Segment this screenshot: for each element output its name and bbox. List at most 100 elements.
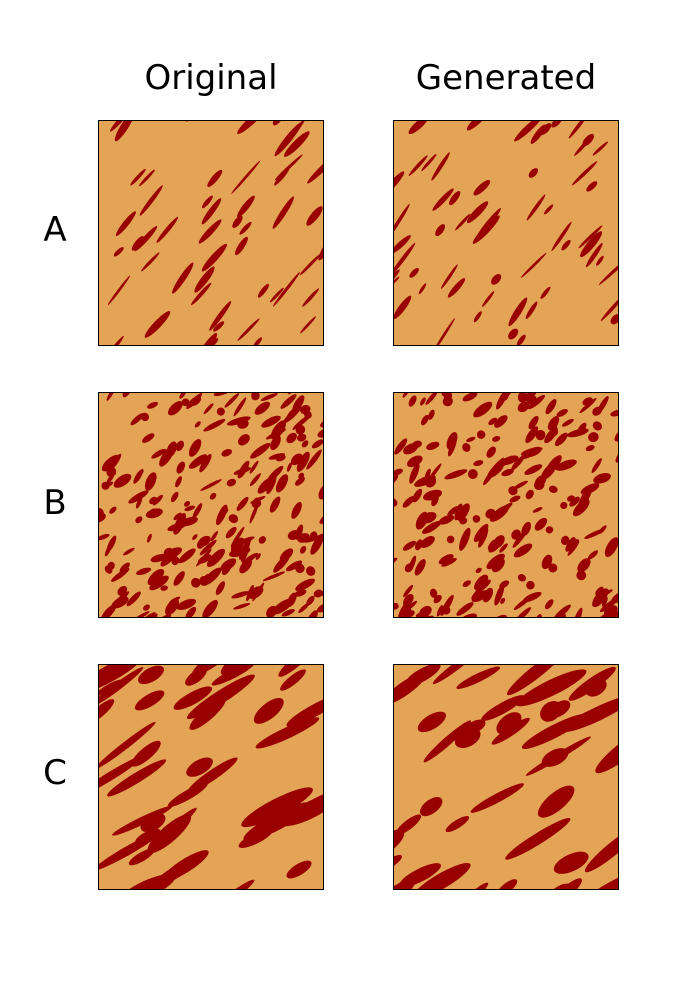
facies-streak xyxy=(162,850,209,882)
facies-streak xyxy=(159,576,166,583)
facies-streak xyxy=(491,717,530,745)
facies-streak xyxy=(186,757,213,777)
facies-streak xyxy=(286,462,292,472)
facies-streak xyxy=(525,301,538,320)
facies-streak xyxy=(152,494,163,506)
facies-streak xyxy=(582,397,593,406)
facies-streak xyxy=(560,535,570,545)
facies-streak xyxy=(528,415,539,430)
facies-streak xyxy=(520,252,547,279)
facies-streak xyxy=(394,672,427,706)
facies-streak xyxy=(525,426,539,444)
facies-streak xyxy=(176,461,186,474)
facies-streak xyxy=(269,287,284,303)
column-header-original: Original xyxy=(144,58,278,98)
facies-streak xyxy=(555,459,577,471)
facies-streak xyxy=(512,528,529,548)
facies-streak xyxy=(402,393,412,398)
facies-streak xyxy=(178,548,196,564)
facies-streak xyxy=(505,818,571,860)
facies-streak xyxy=(100,603,117,617)
row-label-a: A xyxy=(43,210,67,250)
facies-streak xyxy=(526,194,546,221)
facies-streak xyxy=(241,787,313,828)
facies-streak xyxy=(106,474,115,484)
facies-streak xyxy=(456,602,474,616)
facies-streak xyxy=(522,591,542,603)
facies-streak xyxy=(394,203,410,240)
facies-streak xyxy=(224,393,240,408)
facies-streak xyxy=(107,759,167,797)
facies-streak xyxy=(551,121,562,128)
facies-streak xyxy=(144,310,171,338)
facies-streak xyxy=(394,242,416,275)
facies-streak xyxy=(261,415,281,428)
facies-streak xyxy=(144,472,157,491)
facies-streak xyxy=(169,596,181,604)
facies-streak xyxy=(491,274,502,285)
facies-streak xyxy=(454,503,463,516)
facies-streak xyxy=(567,428,589,438)
facies-streak xyxy=(220,665,267,676)
facies-streak xyxy=(290,453,303,466)
facies-streak xyxy=(517,574,527,582)
facies-streak xyxy=(300,404,311,415)
facies-streak xyxy=(473,180,491,196)
facies-streak xyxy=(257,477,273,494)
facies-streak xyxy=(107,275,131,306)
facies-streak xyxy=(229,547,251,558)
facies-streak xyxy=(525,393,539,402)
column-header-generated: Generated xyxy=(415,58,597,98)
facies-streak xyxy=(610,409,618,417)
facies-streak xyxy=(471,590,489,603)
facies-streak xyxy=(489,505,510,522)
facies-streak xyxy=(211,665,255,686)
facies-streak xyxy=(99,721,156,769)
facies-streak xyxy=(576,570,587,581)
facies-streak xyxy=(508,486,518,496)
facies-streak xyxy=(556,409,568,417)
facies-streak xyxy=(135,828,161,844)
facies-streak xyxy=(473,311,482,323)
facies-streak xyxy=(596,255,604,266)
facies-streak xyxy=(414,539,423,551)
facies-streak xyxy=(138,665,164,685)
facies-streak xyxy=(553,604,571,617)
panel-b-generated xyxy=(393,392,619,618)
facies-streak xyxy=(191,665,246,676)
facies-streak xyxy=(287,592,297,607)
facies-streak xyxy=(159,446,175,467)
facies-streak xyxy=(524,464,543,475)
facies-streak xyxy=(233,397,247,417)
facies-streak xyxy=(316,600,323,613)
facies-streak xyxy=(307,153,323,184)
facies-streak xyxy=(438,514,455,525)
facies-streak xyxy=(610,591,618,604)
facies-streak xyxy=(310,533,323,555)
facies-streak xyxy=(239,221,252,235)
facies-streak xyxy=(141,612,156,617)
facies-streak xyxy=(481,695,525,721)
facies-streak xyxy=(412,488,423,503)
facies-streak xyxy=(526,580,535,590)
facies-streak xyxy=(547,416,560,431)
facies-streak xyxy=(481,291,495,307)
facies-streak xyxy=(587,550,599,560)
facies-streak xyxy=(176,598,197,611)
facies-streak xyxy=(476,208,501,238)
facies-streak xyxy=(207,169,223,187)
facies-streak xyxy=(431,152,450,181)
facies-streak xyxy=(414,475,436,487)
facies-streak xyxy=(470,783,525,813)
facies-streak xyxy=(441,606,451,615)
facies-streak xyxy=(456,666,501,689)
facies-streak xyxy=(274,154,303,181)
facies-streak xyxy=(422,520,442,534)
facies-streak xyxy=(197,535,211,547)
facies-streak xyxy=(147,568,165,586)
facies-streak xyxy=(184,505,196,512)
facies-streak xyxy=(298,472,305,480)
facies-streak xyxy=(189,396,202,407)
facies-streak xyxy=(407,600,418,610)
facies-streak xyxy=(394,276,400,288)
